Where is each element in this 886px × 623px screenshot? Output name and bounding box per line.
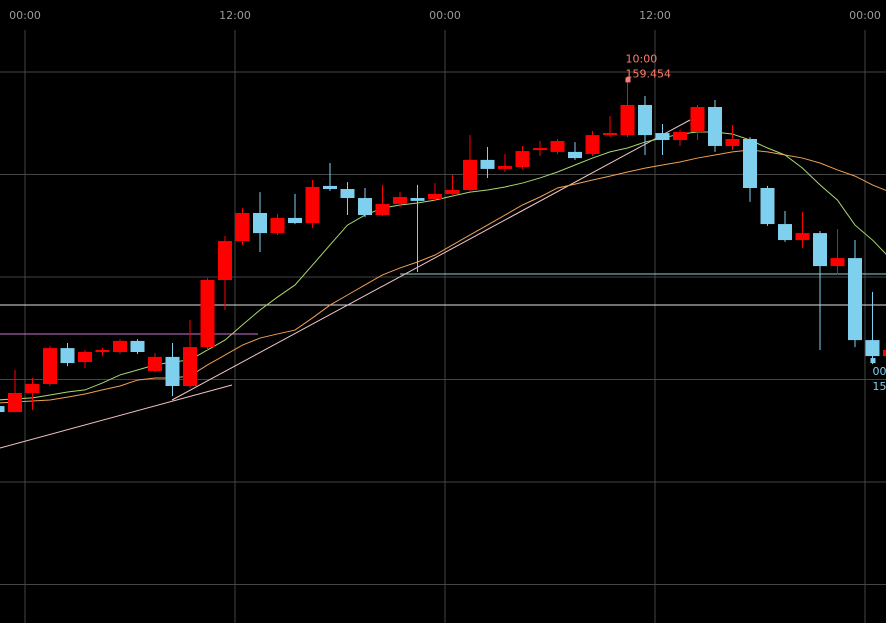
candle-body (340, 189, 355, 199)
candle-body (25, 383, 40, 393)
candle-body (410, 198, 425, 201)
x-tick-label: 00:00 (849, 9, 881, 22)
candle-body (200, 280, 215, 348)
candle-body (8, 392, 22, 413)
candle-body (760, 187, 775, 225)
last-marker (870, 358, 876, 364)
candle-body (235, 212, 250, 242)
last-time-label: 00 (873, 365, 886, 378)
candle-body (865, 340, 880, 357)
grid (0, 30, 886, 623)
candle-body (270, 217, 285, 234)
candle-body (848, 258, 862, 341)
x-tick-label: 12:00 (639, 9, 671, 22)
labels: 00:00 12:00 00:00 12:00 00:00 10:00 159.454 00 1… (9, 9, 886, 393)
candle-body (148, 356, 162, 372)
candle-body (305, 186, 320, 224)
high-value-label: 159.454 (626, 67, 672, 80)
candle-body (323, 185, 337, 190)
candle-body (393, 197, 407, 204)
candle-body (130, 340, 145, 352)
candle-body (95, 349, 110, 352)
candle-body (428, 193, 442, 200)
candle-body (43, 348, 57, 384)
candle-body (585, 135, 600, 154)
candle-body (638, 104, 652, 136)
candle-body (60, 348, 75, 364)
x-tick-label: 00:00 (429, 9, 461, 22)
candle-body (690, 107, 705, 133)
candle-body (253, 212, 267, 234)
candle-body (708, 107, 722, 146)
plot (0, 77, 886, 413)
candle-body (830, 258, 845, 267)
candle-body (603, 133, 617, 136)
candle-body (288, 217, 302, 224)
candle-body (813, 233, 827, 267)
candle-body (78, 351, 92, 363)
candle-body (358, 198, 372, 216)
candle-body (568, 151, 582, 159)
candle-body (463, 159, 477, 191)
candle-body (620, 104, 635, 136)
trend-line (171, 119, 691, 401)
high-time-label: 10:00 (626, 52, 658, 65)
candle-body (445, 190, 460, 194)
candle-body (218, 241, 232, 281)
candle-body (673, 132, 687, 141)
candle-body (183, 347, 197, 387)
candle-body (725, 138, 740, 146)
candle-body (375, 203, 390, 216)
candle-body (480, 159, 495, 169)
candle-body (165, 356, 180, 387)
candle-body (795, 233, 810, 241)
candle-body (655, 133, 670, 141)
candle-body (515, 151, 530, 168)
moving-average (0, 149, 886, 404)
candle-body (743, 138, 757, 188)
candle-body (0, 406, 5, 413)
candle-body (883, 349, 886, 357)
trend-line (0, 384, 233, 449)
candle-body (550, 141, 565, 152)
high-marker (625, 77, 631, 83)
x-tick-label: 12:00 (219, 9, 251, 22)
last-price-label: 15 (873, 380, 886, 393)
candle-body (778, 224, 792, 241)
candle-body (498, 166, 512, 169)
x-tick-label: 00:00 (9, 9, 41, 22)
candle-body (533, 148, 547, 151)
moving-average (0, 131, 886, 401)
candle-body (113, 340, 127, 352)
drawing-tools (0, 119, 886, 449)
